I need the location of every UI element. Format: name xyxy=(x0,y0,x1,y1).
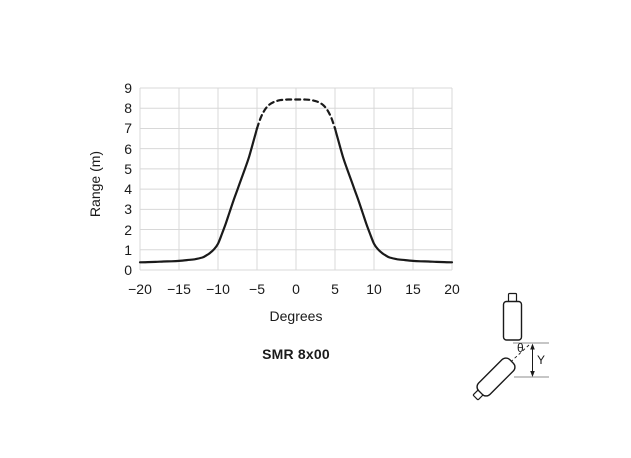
y-dimension-arrow xyxy=(530,343,535,377)
sensor-body xyxy=(502,300,523,341)
x-tick-label: 0 xyxy=(292,281,300,297)
tilted-body xyxy=(476,357,516,397)
curve-solid-left xyxy=(138,127,259,264)
y-tick-label: 2 xyxy=(124,221,132,238)
x-tick-label: 20 xyxy=(444,281,460,297)
y-tick-label: 0 xyxy=(124,262,132,278)
y-tick-label: 1 xyxy=(124,241,132,258)
y-distance-label: Y xyxy=(537,353,545,367)
curve-solid-right xyxy=(333,127,454,264)
y-tick-label: 7 xyxy=(124,120,132,137)
sensor-cylinder-tilted xyxy=(472,357,516,401)
tilted-connector-nub xyxy=(472,389,484,401)
y-tick-label: 4 xyxy=(124,181,132,198)
x-tick-label: −5 xyxy=(249,281,265,297)
curve-dashed-peak xyxy=(255,98,337,130)
x-tick-label: −15 xyxy=(167,281,191,297)
y-tick-label: 5 xyxy=(124,160,132,177)
x-tick-label: −20 xyxy=(128,281,152,297)
beam-pattern-curve xyxy=(138,98,454,264)
x-axis-title: Degrees xyxy=(269,308,323,324)
chart-caption: SMR 8x00 xyxy=(262,346,330,362)
x-tick-label: 15 xyxy=(405,281,421,297)
y-tick-label: 9 xyxy=(124,80,132,96)
grid-lines xyxy=(139,87,453,271)
y-tick-label: 6 xyxy=(124,140,132,157)
theta-label: θ xyxy=(517,341,524,355)
x-tick-label: 5 xyxy=(331,281,339,297)
x-tick-label: 10 xyxy=(366,281,382,297)
sensor-cylinder-vertical xyxy=(502,292,523,341)
x-tick-label: −10 xyxy=(206,281,230,297)
y-tick-label: 8 xyxy=(124,100,132,117)
y-tick-label: 3 xyxy=(124,201,132,218)
